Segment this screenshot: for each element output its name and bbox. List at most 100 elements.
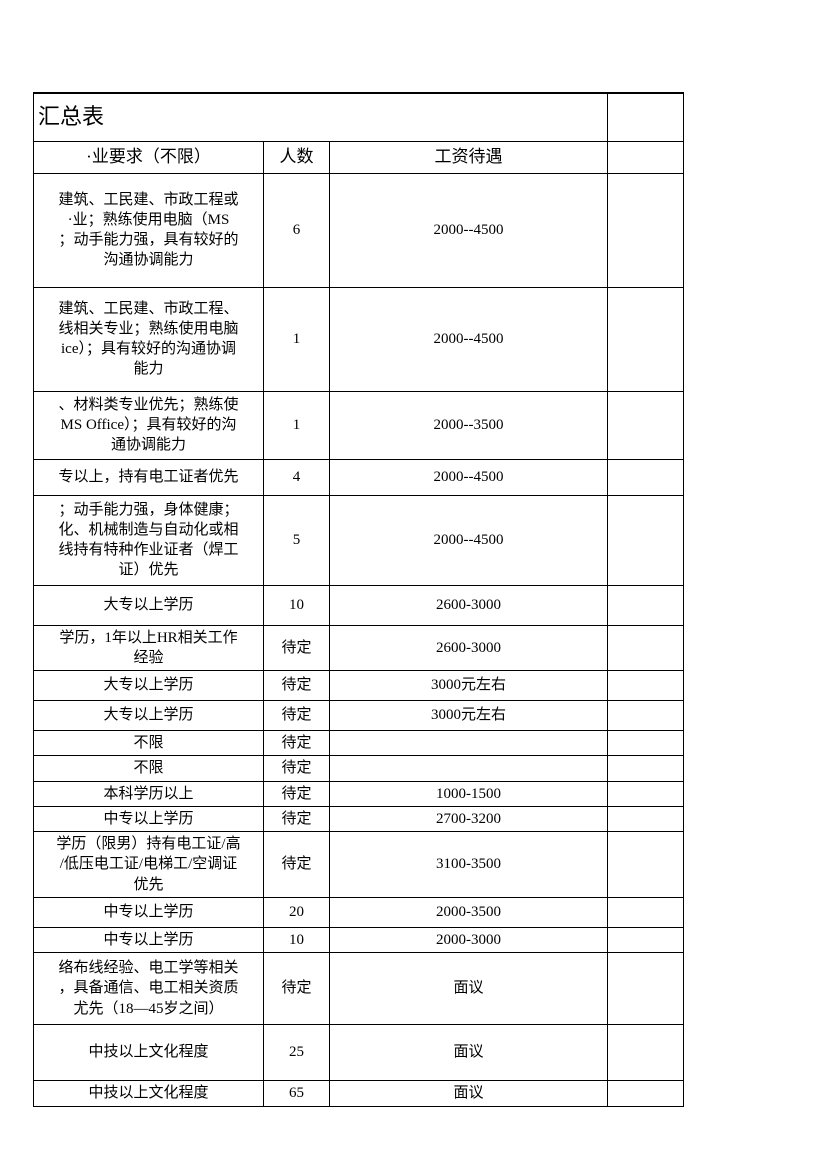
table-row: 中专以上学历202000-3500 <box>34 897 684 927</box>
title-row: 汇总表 <box>34 93 684 141</box>
cell-extra <box>608 731 684 756</box>
cell-extra <box>608 701 684 731</box>
table-row: 大专以上学历待定3000元左右 <box>34 701 684 731</box>
cell-salary: 2000--3500 <box>330 391 608 459</box>
cell-requirement: 中专以上学历 <box>34 927 264 952</box>
cell-requirement: 本科学历以上 <box>34 781 264 806</box>
cell-extra <box>608 756 684 781</box>
table-row: 专以上，持有电工证者优先42000--4500 <box>34 459 684 495</box>
cell-salary <box>330 731 608 756</box>
cell-requirement: 不限 <box>34 756 264 781</box>
cell-requirement: 中技以上文化程度 <box>34 1081 264 1107</box>
cell-requirement: 大专以上学历 <box>34 701 264 731</box>
cell-salary: 3000元左右 <box>330 671 608 701</box>
table-row: 学历（限男）持有电工证/高 /低压电工证/电梯工/空调证 优先待定3100-35… <box>34 832 684 898</box>
header-row: ·业要求（不限） 人数 工资待遇 <box>34 141 684 173</box>
table-row: 大专以上学历待定3000元左右 <box>34 671 684 701</box>
cell-salary: 3100-3500 <box>330 832 608 898</box>
cell-requirement: 不限 <box>34 731 264 756</box>
cell-requirement: 大专以上学历 <box>34 671 264 701</box>
cell-extra <box>608 1025 684 1081</box>
cell-salary: 2000--4500 <box>330 173 608 287</box>
cell-count: 6 <box>264 173 330 287</box>
cell-salary: 2700-3200 <box>330 806 608 831</box>
summary-table: 汇总表 ·业要求（不限） 人数 工资待遇 建筑、工民建、市政工程或 ·业；熟练使… <box>33 92 684 1107</box>
cell-requirement: 、材料类专业优先；熟练使 MS Office）；具有较好的沟 通协调能力 <box>34 391 264 459</box>
cell-extra <box>608 953 684 1025</box>
header-extra <box>608 141 684 173</box>
table-row: ；动手能力强，身体健康； 化、机械制造与自动化或相 线持有特种作业证者（焊工 证… <box>34 495 684 585</box>
cell-salary: 2600-3000 <box>330 625 608 671</box>
cell-requirement: 学历（限男）持有电工证/高 /低压电工证/电梯工/空调证 优先 <box>34 832 264 898</box>
table-title: 汇总表 <box>34 93 608 141</box>
table-row: 、材料类专业优先；熟练使 MS Office）；具有较好的沟 通协调能力1200… <box>34 391 684 459</box>
table-row: 不限待定 <box>34 756 684 781</box>
cell-extra <box>608 287 684 391</box>
cell-requirement: 学历，1年以上HR相关工作 经验 <box>34 625 264 671</box>
cell-salary: 2000-3500 <box>330 897 608 927</box>
cell-extra <box>608 585 684 625</box>
cell-count: 待定 <box>264 832 330 898</box>
table-row: 建筑、工民建、市政工程或 ·业；熟练使用电脑（MS ；动手能力强，具有较好的 沟… <box>34 173 684 287</box>
table-row: 络布线经验、电工学等相关 ，具备通信、电工相关资质 尤先（18—45岁之间）待定… <box>34 953 684 1025</box>
table-row: 学历，1年以上HR相关工作 经验待定2600-3000 <box>34 625 684 671</box>
table-row: 不限待定 <box>34 731 684 756</box>
cell-requirement: 络布线经验、电工学等相关 ，具备通信、电工相关资质 尤先（18—45岁之间） <box>34 953 264 1025</box>
table-row: 建筑、工民建、市政工程、 线相关专业；熟练使用电脑 ice）；具有较好的沟通协调… <box>34 287 684 391</box>
cell-extra <box>608 781 684 806</box>
title-extra-cell <box>608 93 684 141</box>
cell-salary: 面议 <box>330 1081 608 1107</box>
cell-salary: 2000-3000 <box>330 927 608 952</box>
cell-count: 4 <box>264 459 330 495</box>
cell-count: 待定 <box>264 731 330 756</box>
table-row: 中技以上文化程度65面议 <box>34 1081 684 1107</box>
cell-extra <box>608 459 684 495</box>
cell-extra <box>608 625 684 671</box>
cell-extra <box>608 671 684 701</box>
cell-salary: 面议 <box>330 1025 608 1081</box>
cell-count: 待定 <box>264 701 330 731</box>
cell-count: 待定 <box>264 625 330 671</box>
cell-salary: 面议 <box>330 953 608 1025</box>
cell-requirement: 建筑、工民建、市政工程、 线相关专业；熟练使用电脑 ice）；具有较好的沟通协调… <box>34 287 264 391</box>
header-salary: 工资待遇 <box>330 141 608 173</box>
cell-extra <box>608 832 684 898</box>
cell-count: 5 <box>264 495 330 585</box>
cell-requirement: 中技以上文化程度 <box>34 1025 264 1081</box>
cell-count: 待定 <box>264 781 330 806</box>
cell-salary: 3000元左右 <box>330 701 608 731</box>
cell-salary: 1000-1500 <box>330 781 608 806</box>
cell-count: 65 <box>264 1081 330 1107</box>
table-row: 本科学历以上待定1000-1500 <box>34 781 684 806</box>
cell-count: 待定 <box>264 806 330 831</box>
cell-salary <box>330 756 608 781</box>
cell-count: 10 <box>264 585 330 625</box>
table-row: 中专以上学历102000-3000 <box>34 927 684 952</box>
table-row: 中专以上学历待定2700-3200 <box>34 806 684 831</box>
cell-count: 待定 <box>264 953 330 1025</box>
cell-count: 20 <box>264 897 330 927</box>
cell-extra <box>608 1081 684 1107</box>
table-row: 中技以上文化程度25面议 <box>34 1025 684 1081</box>
cell-count: 1 <box>264 391 330 459</box>
cell-requirement: 专以上，持有电工证者优先 <box>34 459 264 495</box>
cell-requirement: 中专以上学历 <box>34 897 264 927</box>
cell-requirement: ；动手能力强，身体健康； 化、机械制造与自动化或相 线持有特种作业证者（焊工 证… <box>34 495 264 585</box>
cell-count: 待定 <box>264 671 330 701</box>
cell-extra <box>608 897 684 927</box>
cell-count: 10 <box>264 927 330 952</box>
cell-count: 待定 <box>264 756 330 781</box>
cell-count: 25 <box>264 1025 330 1081</box>
cell-extra <box>608 495 684 585</box>
cell-salary: 2000--4500 <box>330 459 608 495</box>
cell-requirement: 大专以上学历 <box>34 585 264 625</box>
header-requirement: ·业要求（不限） <box>34 141 264 173</box>
cell-extra <box>608 391 684 459</box>
header-count: 人数 <box>264 141 330 173</box>
cell-count: 1 <box>264 287 330 391</box>
table-row: 大专以上学历102600-3000 <box>34 585 684 625</box>
cell-salary: 2600-3000 <box>330 585 608 625</box>
cell-requirement: 中专以上学历 <box>34 806 264 831</box>
cell-extra <box>608 806 684 831</box>
cell-requirement: 建筑、工民建、市政工程或 ·业；熟练使用电脑（MS ；动手能力强，具有较好的 沟… <box>34 173 264 287</box>
